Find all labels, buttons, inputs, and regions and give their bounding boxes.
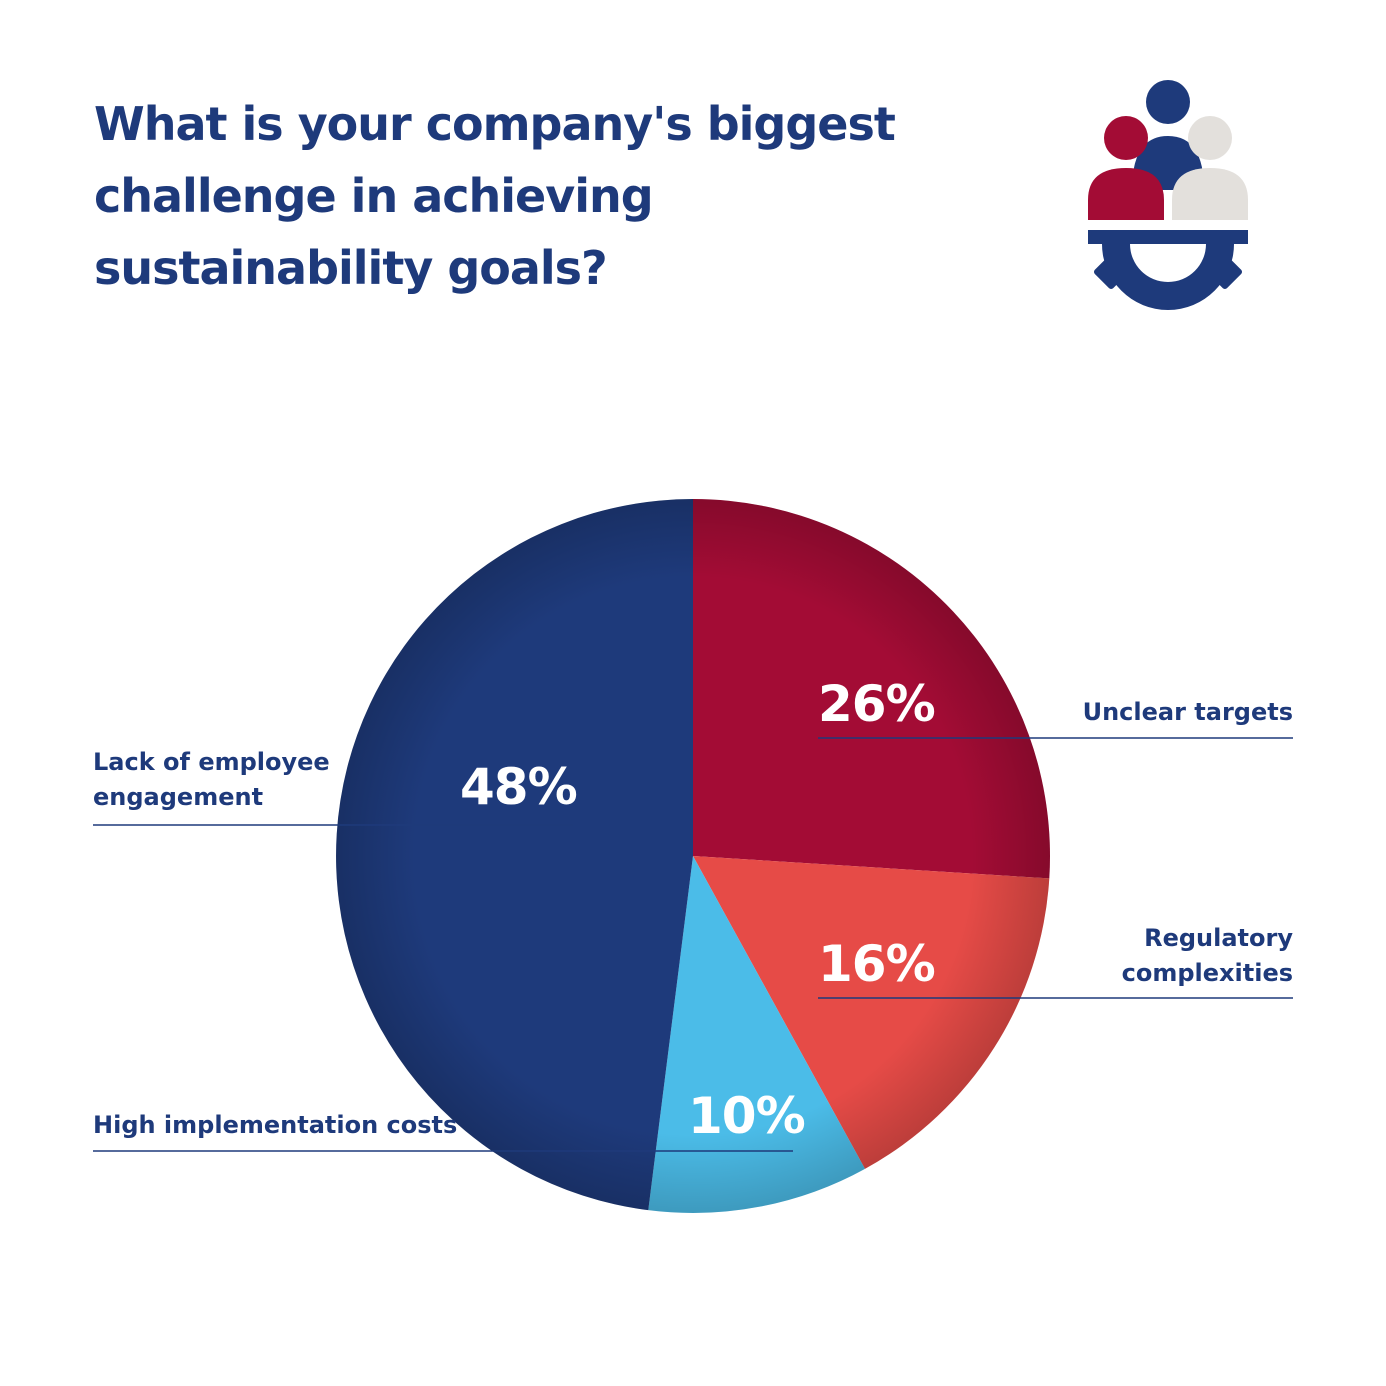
slice-category-label: engagement: [93, 783, 263, 811]
slice-category-label: complexities: [1122, 959, 1293, 987]
slice-category-label: High implementation costs: [93, 1111, 457, 1139]
person-right-icon: [1172, 116, 1248, 220]
slice-value-label: 48%: [460, 758, 577, 816]
slice-category-label: Lack of employee: [93, 748, 330, 776]
person-left-icon: [1088, 116, 1164, 220]
slice-value-label: 26%: [818, 675, 935, 733]
chart-title: What is your company's biggest challenge…: [94, 97, 896, 295]
pie-slice: [336, 499, 693, 1211]
people-gear-icon: [1088, 80, 1248, 310]
slice-value-label: 10%: [688, 1087, 805, 1145]
slice-category-label: Unclear targets: [1083, 698, 1293, 726]
slice-value-label: 16%: [818, 935, 935, 993]
slice-category-label: Regulatory: [1144, 924, 1293, 952]
gear-icon: [1088, 230, 1248, 310]
